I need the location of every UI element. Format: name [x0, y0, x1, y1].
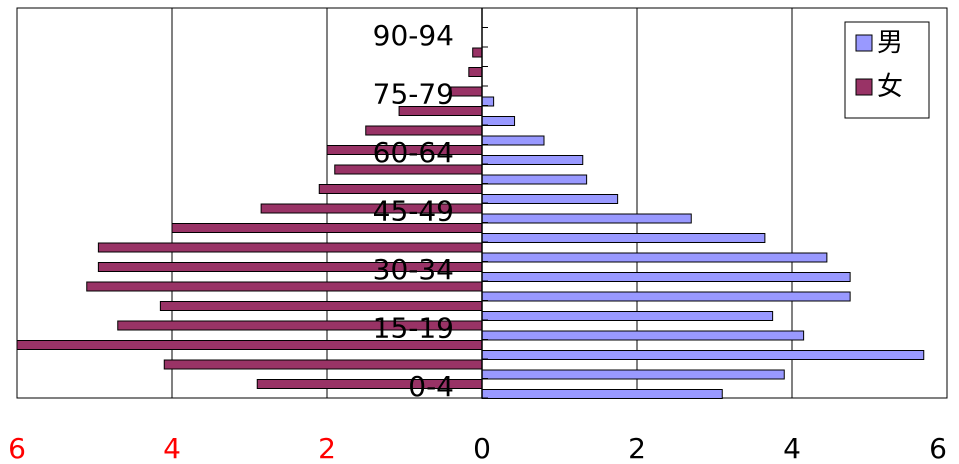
bar-male-75-79 — [481, 96, 495, 107]
bar-female-20-24 — [159, 301, 483, 311]
tick-label-layer: 6 4 2 0 2 4 6 — [8, 432, 947, 464]
bar-male-10-14 — [481, 350, 925, 360]
bar-male-0-4 — [481, 389, 723, 399]
category-label-60-64: 60-64 — [373, 136, 454, 169]
bar-male-65-69 — [481, 135, 545, 146]
x-tick-right-6: 6 — [929, 432, 947, 464]
x-tick-left-4: 4 — [163, 432, 181, 464]
category-label-layer: 0-4 15-19 30-34 45-49 60-64 75-79 90-94 — [373, 19, 454, 403]
category-label-15-19: 15-19 — [373, 312, 454, 345]
bar-male-5-9 — [481, 369, 785, 380]
bar-male-60-64 — [481, 155, 584, 165]
x-tick-right-2: 2 — [628, 432, 646, 464]
category-label-0-4: 0-4 — [408, 370, 454, 403]
legend-label-女: 女 — [877, 72, 903, 102]
bar-female-75-79 — [450, 86, 483, 97]
category-label-45-49: 45-49 — [373, 195, 454, 228]
bar-male-25-29 — [481, 291, 851, 302]
bar-male-20-24 — [481, 311, 774, 321]
x-tick-left-2: 2 — [318, 432, 336, 464]
category-label-75-79: 75-79 — [373, 78, 454, 111]
legend-swatch-男 — [855, 34, 873, 52]
x-tick-right-0: 0 — [473, 432, 491, 464]
bar-female-85-89 — [472, 47, 483, 58]
category-label-30-34: 30-34 — [373, 253, 454, 286]
bar-female-80-84 — [468, 67, 483, 77]
bar-male-70-74 — [481, 116, 516, 126]
axis-layer — [481, 7, 488, 399]
category-label-90-94: 90-94 — [373, 19, 454, 52]
legend-swatch-女 — [855, 78, 873, 96]
bar-male-50-54 — [481, 194, 619, 204]
bar-male-15-19 — [481, 330, 805, 341]
bar-female-50-54 — [318, 184, 483, 194]
bar-male-35-39 — [481, 252, 828, 263]
x-tick-left-6: 6 — [8, 432, 26, 464]
x-tick-right-4: 4 — [783, 432, 801, 464]
bar-layer — [16, 47, 925, 399]
bar-male-30-34 — [481, 272, 851, 282]
bar-male-40-44 — [481, 233, 766, 243]
bar-female-5-9 — [163, 359, 483, 370]
bar-male-55-59 — [481, 174, 588, 185]
bar-male-45-49 — [481, 213, 692, 224]
legend-label-男: 男 — [877, 28, 903, 58]
legend: 男女 — [844, 21, 930, 119]
bar-female-65-69 — [365, 125, 483, 136]
bar-female-35-39 — [97, 242, 483, 253]
